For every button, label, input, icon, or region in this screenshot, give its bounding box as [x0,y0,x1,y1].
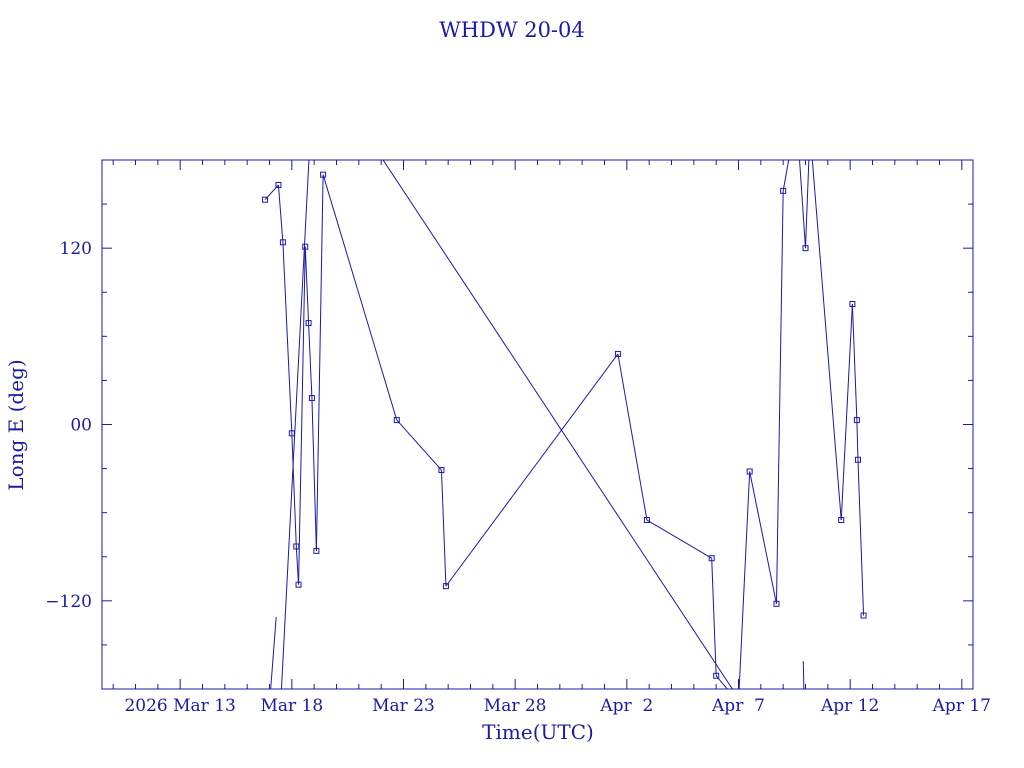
series-segment [396,419,442,471]
data-point [313,547,320,554]
series-segment [711,558,717,676]
chart-title: WHDW 20-04 [439,18,585,42]
data-point [295,581,302,588]
data-point [308,395,315,402]
series-segment [782,160,790,191]
series-segment [715,675,728,689]
x-axis-label: Time(UTC) [482,720,594,744]
x-tick-label: Apr 17 [932,696,991,716]
y-axis-tick-labels: 120 00 −120 [45,239,92,612]
data-point [853,417,860,424]
data-point [288,430,295,437]
series-segment [738,471,751,689]
series-segment [382,160,734,689]
data-point [780,187,787,194]
data-point [614,350,621,357]
series-segment [851,303,858,421]
series-segment [440,470,447,587]
data-point [708,555,715,562]
data-point [442,583,449,590]
series-segment [805,160,810,249]
data-point [746,468,753,475]
series-segment [811,160,842,521]
y-tick-label: −120 [45,592,92,612]
series-segment [298,246,306,585]
data-point [320,171,327,178]
series-segment [799,160,806,249]
x-tick-label: Apr 7 [711,696,765,716]
series-segment [856,420,859,460]
data-point [643,517,650,524]
x-tick-label: Mar 28 [484,696,547,716]
data-point [838,517,845,524]
y-tick-label: 00 [70,416,92,436]
data-point [773,600,780,607]
series-segment [802,661,805,689]
series-segment [646,519,712,559]
axis-ticks [102,159,973,689]
data-point [275,181,282,188]
data-point [438,467,445,474]
series-segment [749,471,777,604]
data-point [279,239,286,246]
plot-frame [101,159,974,690]
series-segment [315,174,324,551]
series-lines [264,160,865,689]
series-layer [262,160,867,689]
x-tick-label: 2026 Mar 13 [124,696,235,716]
x-tick-label: Mar 18 [260,696,323,716]
x-tick-label: Apr 12 [820,696,879,716]
series-segment [775,190,784,604]
data-point [302,243,309,250]
series-segment [277,184,284,243]
series-segment [445,353,619,587]
data-point [849,301,856,308]
x-tick-label: Apr 2 [599,696,653,716]
series-markers [262,171,867,679]
data-point [802,245,809,252]
data-point [854,456,861,463]
x-tick-label: Mar 23 [372,696,435,716]
data-point [393,417,400,424]
data-point [305,320,312,327]
series-segment [857,459,865,616]
y-axis-label: Long E (deg) [4,359,28,490]
series-segment [304,246,310,324]
series-segment [840,303,853,521]
series-segment [270,616,277,689]
series-segment [282,242,293,434]
x-axis-tick-labels: 2026 Mar 13 Mar 18 Mar 23 Mar 28 Apr 2 Apr 7 A… [124,696,991,716]
series-segment [311,398,317,551]
data-point [293,543,300,550]
series-segment [617,353,648,521]
y-tick-label: 120 [60,239,92,259]
series-segment [291,433,297,547]
series-segment [322,174,398,421]
data-point [860,612,867,619]
series-segment [308,323,313,399]
data-point [713,672,720,679]
data-point [262,196,269,203]
